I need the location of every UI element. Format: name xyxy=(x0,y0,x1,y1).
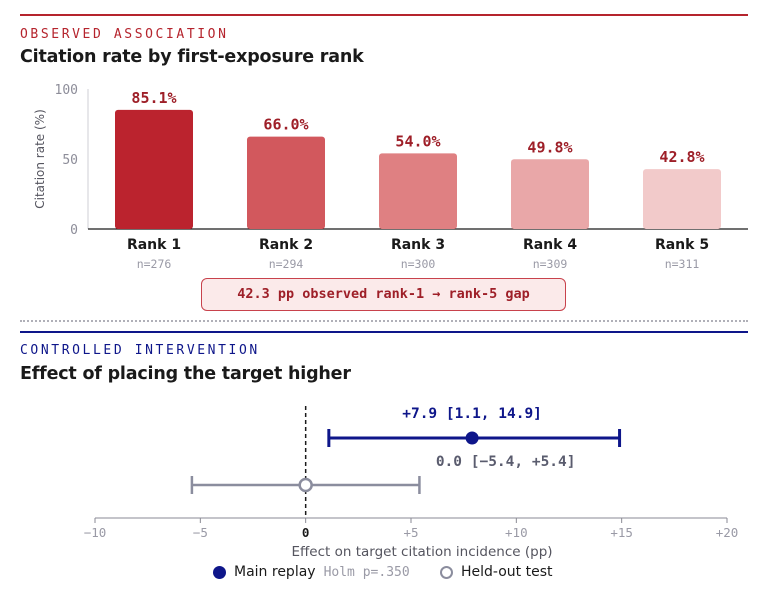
estimate-point xyxy=(298,477,313,493)
bar xyxy=(379,153,457,229)
forest-plot-legend: Main replay Holm p=.350 Held-out test xyxy=(0,562,768,582)
top-section-rule xyxy=(20,14,748,16)
x-tick-label: +5 xyxy=(403,525,418,540)
bar-value-label: 66.0% xyxy=(263,116,308,134)
legend-marker-held-out xyxy=(440,565,453,579)
bar xyxy=(115,109,193,229)
x-tick-label: 0 xyxy=(302,525,310,540)
legend-item-main-replay: Main replay Holm p=.350 xyxy=(213,562,410,582)
rank-gap-callout: 42.3 pp observed rank-1 → rank-5 gap xyxy=(201,278,566,311)
bar-chart: 0 50 100 Citation rate (%) 85.1% Rank 1 n=276 6… xyxy=(33,83,748,271)
forest-plot: −10 −5 0 +5 +10 +15 +20 Effect on target citati… xyxy=(84,406,739,560)
x-axis-label: Effect on target citation incidence (pp) xyxy=(291,544,552,560)
sample-size-label: n=309 xyxy=(533,257,568,271)
x-tick-label: +20 xyxy=(716,525,739,540)
bar-value-label: 42.8% xyxy=(659,148,704,166)
legend-label-held-out: Held-out test xyxy=(461,564,553,580)
section-divider-dotted xyxy=(20,320,748,322)
controlled-intervention-kicker: CONTROLLED INTERVENTION xyxy=(20,343,260,358)
sample-size-label: n=311 xyxy=(665,257,700,271)
bar xyxy=(247,136,325,229)
bar-value-label: 85.1% xyxy=(131,89,176,107)
x-tick-label: +15 xyxy=(610,525,633,540)
x-tick-label: −10 xyxy=(84,525,107,540)
x-category-label: Rank 2 xyxy=(259,237,313,253)
y-tick-label: 100 xyxy=(55,83,78,98)
x-category-label: Rank 4 xyxy=(523,237,577,253)
legend-marker-main-replay xyxy=(213,565,226,579)
legend-item-held-out: Held-out test xyxy=(440,562,553,582)
bar-value-label: 49.8% xyxy=(527,138,572,156)
sample-size-label: n=294 xyxy=(269,257,304,271)
legend-holm-p-value: Holm p=.350 xyxy=(323,564,410,580)
estimate-label: 0.0 [−5.4, +5.4] xyxy=(436,454,576,470)
forest-plot-title: Effect of placing the target higher xyxy=(20,364,351,384)
x-tick-label: +10 xyxy=(505,525,528,540)
legend-label-main-replay: Main replay xyxy=(234,564,316,580)
y-axis-label: Citation rate (%) xyxy=(33,109,47,209)
x-category-label: Rank 5 xyxy=(655,237,709,253)
sample-size-label: n=276 xyxy=(137,257,172,271)
x-category-label: Rank 1 xyxy=(127,237,181,253)
y-tick-label: 50 xyxy=(62,153,78,168)
bar-value-label: 54.0% xyxy=(395,132,440,150)
y-tick-label: 0 xyxy=(70,223,78,238)
bar xyxy=(643,169,721,229)
estimate-point xyxy=(465,431,479,445)
estimate-label: +7.9 [1.1, 14.9] xyxy=(402,406,542,422)
bar xyxy=(511,159,589,229)
x-tick-label: −5 xyxy=(193,525,208,540)
x-category-label: Rank 3 xyxy=(391,237,445,253)
bar-chart-title: Citation rate by first-exposure rank xyxy=(20,47,364,67)
observed-association-kicker: OBSERVED ASSOCIATION xyxy=(20,27,229,42)
bottom-section-rule xyxy=(20,331,748,333)
sample-size-label: n=300 xyxy=(401,257,436,271)
